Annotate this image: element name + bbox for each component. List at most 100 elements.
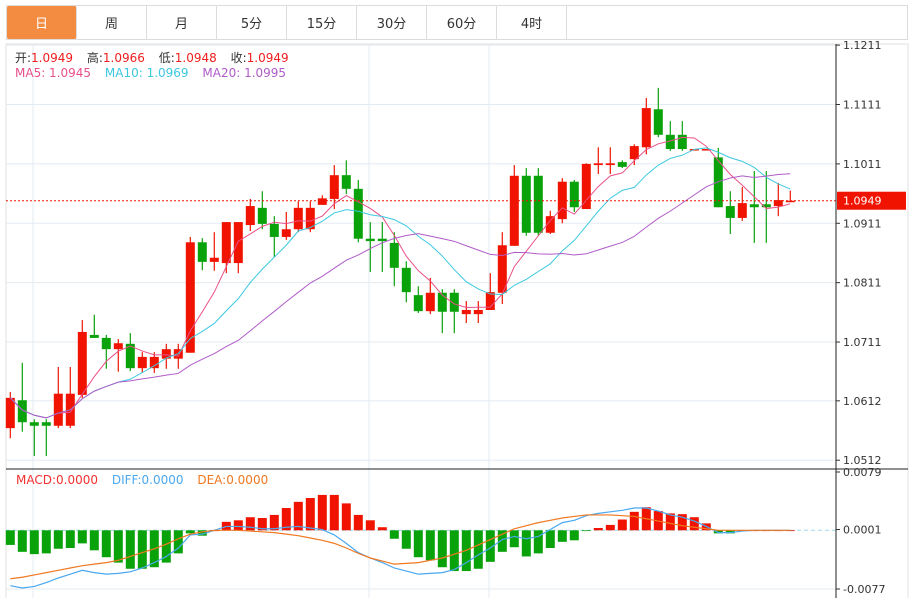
candle [653, 87, 663, 138]
macd-bar [125, 530, 135, 569]
candle [77, 320, 87, 398]
macd-bar [113, 530, 123, 563]
candle-body [425, 292, 435, 312]
macd-bar [425, 530, 435, 561]
candle [17, 362, 27, 432]
candle-body [293, 207, 303, 230]
candle-body [485, 292, 495, 310]
low-label: 低: [158, 51, 175, 65]
candle-body [137, 356, 147, 369]
ma-readout: MA5: 1.0945 MA10: 1.0969 MA20: 1.0995 [15, 66, 296, 80]
macd-bar [185, 530, 195, 534]
candle [137, 352, 147, 373]
ohlc-readout: 开:1.0949 高:1.0966 低:1.0948 收:1.0949 [15, 49, 299, 66]
price-tick-label: 1.1211 [843, 39, 882, 52]
low-value: 1.0948 [174, 51, 217, 65]
candle [197, 238, 207, 271]
macd-tick-label: -0.0077 [843, 583, 885, 596]
ma5-line [9, 136, 791, 419]
tab-4时[interactable]: 4时 [497, 6, 567, 39]
candle-body [761, 204, 771, 208]
candle [269, 216, 279, 258]
candle [677, 121, 687, 151]
macd-tick-label: 0.0079 [843, 466, 882, 479]
ma5-value: MA5: 1.0945 [15, 66, 92, 80]
candle-body [281, 229, 291, 237]
candle [377, 222, 387, 272]
tab-月[interactable]: 月 [147, 6, 217, 39]
macd-bar [581, 530, 591, 532]
close-label: 收: [230, 51, 247, 65]
last-price-badge [837, 191, 906, 210]
macd-bar [317, 494, 327, 531]
candle [605, 147, 615, 174]
macd-bar [713, 530, 723, 534]
macd-bar [257, 517, 267, 531]
candle-body [629, 146, 639, 160]
candle [485, 273, 495, 310]
macd-bar [41, 530, 51, 554]
candle [629, 144, 639, 166]
candle-body [197, 242, 207, 262]
candle-body [317, 198, 327, 205]
candle-body [437, 292, 447, 312]
candle [473, 301, 483, 324]
tab-日[interactable]: 日 [7, 6, 77, 39]
macd-bar [449, 530, 459, 572]
tab-周[interactable]: 周 [77, 6, 147, 39]
candle [665, 121, 675, 151]
diff-line [10, 507, 791, 589]
chart-frame [5, 43, 909, 598]
macd-bar [401, 530, 411, 549]
candle-body [185, 242, 195, 353]
candle [41, 419, 51, 457]
candle [725, 191, 735, 234]
candle-body [5, 397, 15, 429]
candle-body [701, 149, 711, 151]
macd-bar [305, 497, 315, 531]
tab-30分[interactable]: 30分 [357, 6, 427, 39]
high-value: 1.0966 [102, 51, 145, 65]
price-tick-label: 1.0811 [843, 277, 882, 290]
candle [497, 232, 507, 305]
macd-bar [665, 513, 675, 531]
candle [221, 222, 231, 274]
candle [737, 187, 747, 221]
macd-bar [557, 530, 567, 542]
candle-body [341, 175, 351, 189]
candle-body [749, 204, 759, 208]
candle [329, 165, 339, 210]
candle [5, 391, 15, 439]
candle [701, 149, 711, 151]
tab-15分[interactable]: 15分 [287, 6, 357, 39]
candle [509, 165, 519, 246]
candle-body [389, 242, 399, 268]
macd-bar [161, 530, 171, 563]
candle-body [161, 349, 171, 359]
candle-body [737, 203, 747, 218]
candle [245, 198, 255, 231]
candle-body [461, 309, 471, 315]
price-tick-label: 1.1011 [843, 158, 882, 171]
tab-5分[interactable]: 5分 [217, 6, 287, 39]
candle-body [257, 207, 267, 224]
dea-value: DEA:0.0000 [197, 473, 269, 487]
tab-60分[interactable]: 60分 [427, 6, 497, 39]
macd-bar [485, 530, 495, 562]
macd-bar [533, 530, 543, 554]
candle [365, 222, 375, 272]
candle [533, 168, 543, 236]
candle [713, 147, 723, 208]
macd-bar [605, 524, 615, 531]
diff-value: DIFF:0.0000 [111, 473, 184, 487]
period-tabs: 日周月 5分 15分 30分 60分 4时 [6, 5, 908, 40]
macd-bar [89, 530, 99, 551]
macd-bar [617, 519, 627, 531]
candle-body [89, 334, 99, 338]
candle [545, 210, 555, 234]
candle [581, 163, 591, 210]
candle [65, 366, 75, 429]
last-price-label: 1.0949 [843, 195, 882, 208]
candle [617, 160, 627, 169]
